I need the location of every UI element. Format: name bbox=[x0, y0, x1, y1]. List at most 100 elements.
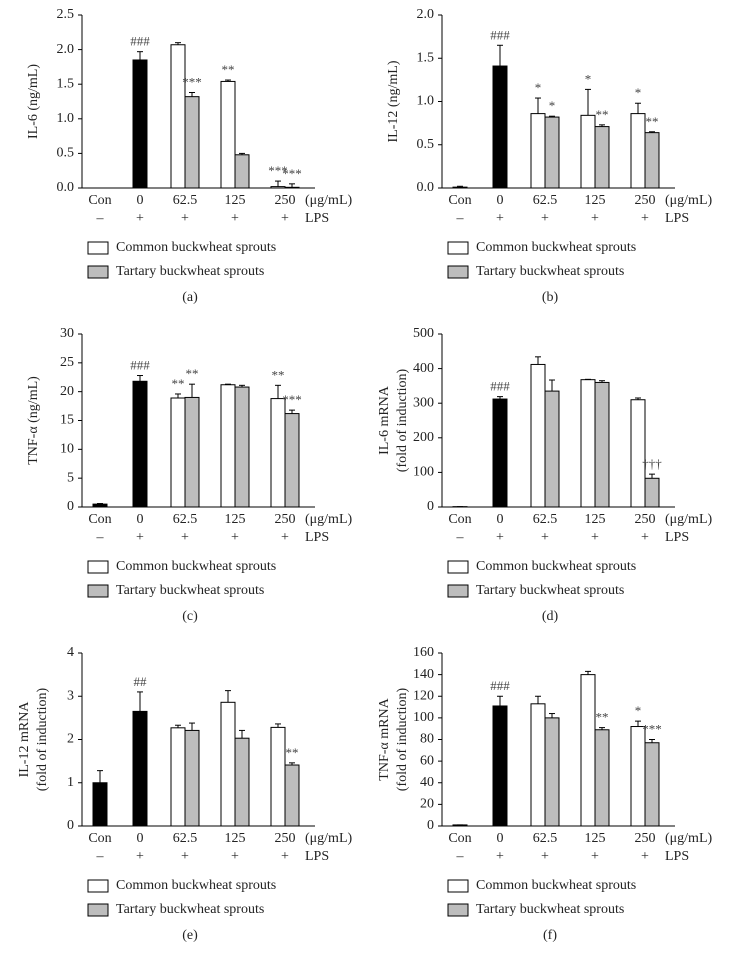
significance-label: ### bbox=[490, 27, 510, 42]
lps-label: LPS bbox=[305, 849, 329, 864]
y-tick-label: 80 bbox=[420, 732, 434, 747]
lps-sign: + bbox=[281, 211, 289, 226]
legend-label: Tartary buckwheat sprouts bbox=[116, 902, 264, 917]
lps-sign: + bbox=[591, 530, 599, 545]
bar bbox=[644, 742, 660, 827]
x-tick-label: 62.5 bbox=[173, 193, 198, 208]
legend-swatch bbox=[447, 879, 469, 893]
x-tick-label: 250 bbox=[635, 193, 656, 208]
bar bbox=[492, 398, 508, 508]
y-tick-label: 1 bbox=[67, 775, 74, 790]
panel-label: (b) bbox=[542, 290, 559, 305]
y-tick-label: 5 bbox=[67, 470, 74, 485]
lps-sign: + bbox=[541, 211, 549, 226]
bar bbox=[220, 384, 236, 508]
y-axis-label: IL-12 mRNA bbox=[17, 701, 32, 778]
y-tick-label: 1.0 bbox=[417, 94, 435, 109]
lps-sign: + bbox=[641, 530, 649, 545]
y-axis-label: IL-12 (ng/mL) bbox=[386, 60, 401, 142]
bar bbox=[544, 390, 560, 508]
bar bbox=[270, 186, 286, 189]
x-tick-label: 250 bbox=[635, 831, 656, 846]
lps-label: LPS bbox=[665, 211, 689, 226]
bar bbox=[132, 710, 148, 827]
lps-sign: + bbox=[231, 849, 239, 864]
lps-sign: – bbox=[456, 211, 465, 226]
significance-label: ††† bbox=[642, 456, 662, 471]
significance-label: *** bbox=[268, 163, 288, 178]
legend-label: Common buckwheat sprouts bbox=[116, 559, 276, 574]
significance-label: ## bbox=[134, 674, 148, 689]
y-tick-label: 400 bbox=[413, 361, 434, 376]
panel-label: (a) bbox=[182, 290, 198, 305]
legend-label: Tartary buckwheat sprouts bbox=[476, 902, 624, 917]
lps-label: LPS bbox=[665, 849, 689, 864]
lps-sign: + bbox=[591, 849, 599, 864]
bar bbox=[270, 726, 286, 827]
y-tick-label: 4 bbox=[67, 645, 74, 660]
legend-swatch bbox=[87, 241, 109, 255]
y-tick-label: 25 bbox=[60, 355, 74, 370]
significance-label: ### bbox=[130, 34, 150, 49]
lps-sign: + bbox=[136, 211, 144, 226]
significance-label: * bbox=[585, 71, 592, 86]
legend-label: Tartary buckwheat sprouts bbox=[116, 264, 264, 279]
y-tick-label: 0 bbox=[67, 818, 74, 833]
y-tick-label: 0.5 bbox=[57, 146, 75, 161]
y-tick-label: 1.5 bbox=[57, 76, 75, 91]
legend-label: Tartary buckwheat sprouts bbox=[476, 264, 624, 279]
x-tick-label: 125 bbox=[585, 831, 606, 846]
legend-label: Common buckwheat sprouts bbox=[476, 240, 636, 255]
y-tick-label: 100 bbox=[413, 710, 434, 725]
y-axis-label: IL-6 (ng/mL) bbox=[26, 64, 41, 139]
x-unit: (μg/mL) bbox=[305, 831, 352, 846]
x-tick-label: 125 bbox=[225, 831, 246, 846]
y-axis-label: TNF-α (ng/mL) bbox=[26, 376, 41, 465]
y-tick-label: 120 bbox=[413, 688, 434, 703]
panel-label: (d) bbox=[542, 609, 559, 624]
significance-label: ### bbox=[490, 379, 510, 394]
lps-sign: + bbox=[181, 849, 189, 864]
bar bbox=[630, 726, 646, 827]
lps-sign: + bbox=[641, 849, 649, 864]
x-tick-label: 125 bbox=[585, 193, 606, 208]
bar bbox=[184, 396, 200, 508]
bar bbox=[544, 116, 560, 189]
bar bbox=[594, 126, 610, 189]
panel-label: (e) bbox=[182, 928, 198, 943]
legend-swatch bbox=[447, 584, 469, 598]
y-axis-label: IL-6 mRNA bbox=[377, 385, 392, 455]
x-unit: (μg/mL) bbox=[665, 831, 712, 846]
lps-sign: + bbox=[136, 530, 144, 545]
y-tick-label: 0 bbox=[427, 818, 434, 833]
x-tick-label: Con bbox=[448, 512, 471, 527]
panel-label: (f) bbox=[543, 928, 557, 943]
significance-label: ** bbox=[172, 376, 185, 391]
lps-sign: + bbox=[181, 211, 189, 226]
bar bbox=[580, 379, 596, 508]
y-tick-label: 140 bbox=[413, 667, 434, 682]
bar bbox=[530, 363, 546, 508]
x-unit: (μg/mL) bbox=[305, 512, 352, 527]
legend-swatch bbox=[87, 879, 109, 893]
x-tick-label: Con bbox=[88, 512, 111, 527]
y-tick-label: 200 bbox=[413, 430, 434, 445]
lps-sign: – bbox=[96, 849, 105, 864]
bar bbox=[452, 186, 468, 189]
lps-sign: + bbox=[231, 530, 239, 545]
bar bbox=[530, 703, 546, 827]
lps-sign: – bbox=[456, 849, 465, 864]
x-unit: (μg/mL) bbox=[665, 512, 712, 527]
bar bbox=[530, 113, 546, 189]
bar bbox=[132, 380, 148, 508]
y-tick-label: 40 bbox=[420, 775, 434, 790]
x-tick-label: 250 bbox=[275, 193, 296, 208]
bar bbox=[92, 503, 108, 508]
bar bbox=[544, 717, 560, 827]
bar bbox=[644, 132, 660, 189]
x-tick-label: 125 bbox=[225, 512, 246, 527]
x-tick-label: 125 bbox=[585, 512, 606, 527]
y-tick-label: 0 bbox=[427, 499, 434, 514]
legend-label: Common buckwheat sprouts bbox=[116, 878, 276, 893]
